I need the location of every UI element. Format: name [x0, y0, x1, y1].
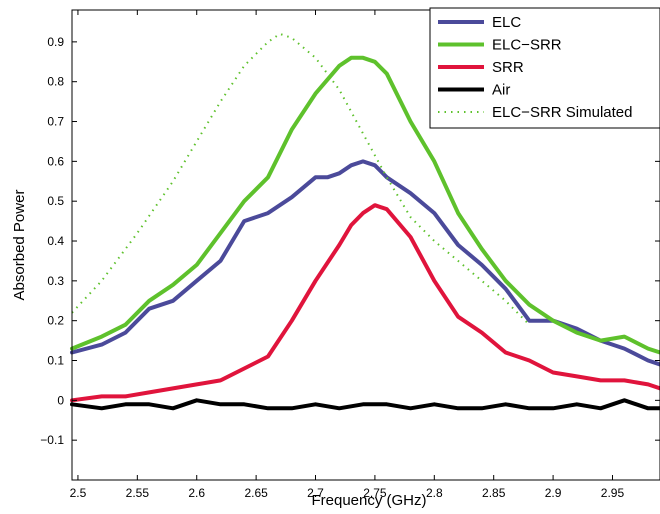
- y-tick-label: 0.6: [47, 154, 64, 168]
- legend: ELC ELC−SRR SRR Air ELC−SRR Simulated: [429, 7, 660, 129]
- y-tick-label: 0.7: [47, 115, 64, 129]
- x-tick-label: 2.85: [482, 486, 506, 500]
- x-tick-label: 2.75: [363, 486, 387, 500]
- legend-label-4: ELC−SRR Simulated: [492, 104, 632, 121]
- x-tick-label: 2.95: [601, 486, 625, 500]
- x-tick-label: 2.8: [426, 486, 443, 500]
- y-tick-label: 0.4: [47, 234, 64, 248]
- legend-label-1: ELC−SRR: [492, 37, 562, 54]
- x-tick-label: 2.5: [70, 486, 87, 500]
- y-tick-label: −0.1: [40, 433, 64, 447]
- legend-label-0: ELC: [492, 14, 521, 31]
- series-line-4: [71, 32, 531, 326]
- x-axis-label: Frequency (GHz): [311, 492, 426, 509]
- x-tick-label: 2.6: [188, 486, 205, 500]
- tick-layer: 2.5 2.55 2.6 2.65 2.7 2.75 2.8 2.85 2.9 2.95 −0.1 0…: [40, 10, 660, 500]
- x-tick-label: 2.55: [126, 486, 150, 500]
- plot-frame: [71, 9, 660, 481]
- y-tick-label: 0.5: [47, 194, 64, 208]
- y-tick-label: 0.1: [47, 354, 64, 368]
- y-tick-label: 0: [57, 393, 64, 407]
- y-tick-label: 0.2: [47, 314, 64, 328]
- y-tick-label: 0.8: [47, 75, 64, 89]
- x-tick-label: 2.9: [545, 486, 562, 500]
- legend-label-2: SRR: [492, 59, 524, 76]
- series-layer: [70, 32, 660, 411]
- y-tick-label: 0.3: [47, 274, 64, 288]
- legend-label-3: Air: [492, 82, 510, 99]
- series-line-3: [70, 398, 660, 411]
- x-tick-label: 2.65: [244, 486, 268, 500]
- y-axis-label: Absorbed Power: [11, 190, 28, 301]
- series-line-2: [70, 203, 660, 403]
- y-tick-label: 0.9: [47, 35, 64, 49]
- series-line-1: [70, 55, 660, 355]
- x-tick-label: 2.7: [307, 486, 324, 500]
